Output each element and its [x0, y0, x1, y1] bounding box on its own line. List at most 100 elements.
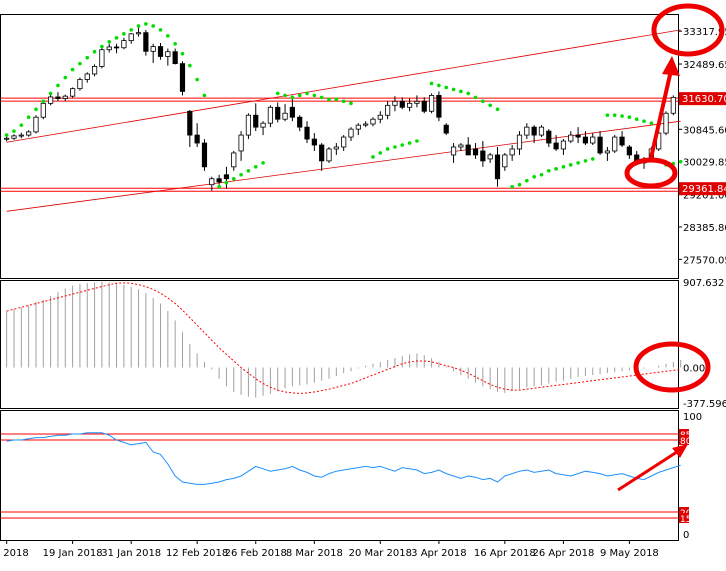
rsi-line: [6, 432, 681, 485]
psar-dot: [378, 151, 383, 155]
candle-body: [450, 146, 457, 156]
annotation-rsi-arrow-shaft: [617, 448, 681, 492]
rsi-level-box: [679, 435, 689, 445]
candle-body: [472, 148, 479, 156]
psar-dot: [649, 121, 654, 125]
macd-signal-line: [6, 282, 681, 394]
annotation-arrow-shaft: [649, 65, 674, 159]
psar-dot: [188, 63, 192, 68]
candle-body: [48, 96, 54, 104]
psar-dot: [576, 161, 580, 165]
psar-dot: [605, 113, 610, 118]
psar-dot: [444, 85, 449, 90]
candle-body: [575, 134, 581, 138]
level-label-box: [679, 92, 726, 106]
candle-body: [165, 51, 171, 57]
candle-body: [267, 106, 273, 124]
candle-body: [458, 144, 464, 148]
candle-body: [370, 118, 376, 125]
price-scale-label: 29201.00: [683, 191, 726, 202]
psar-dot: [488, 103, 492, 108]
macd-scale-label: 0.00: [683, 364, 705, 375]
psar-dot: [129, 28, 134, 32]
psar-dot: [151, 24, 155, 28]
psar-dot: [70, 67, 75, 72]
candle-body: [414, 100, 420, 104]
psar-dot: [312, 93, 317, 98]
x-axis-label: 8 Mar 2018: [286, 548, 343, 559]
candle-body: [106, 46, 112, 51]
psar-dot: [202, 93, 207, 98]
psar-dot: [180, 51, 185, 56]
psar-dot: [122, 32, 126, 36]
candle-body: [494, 154, 501, 180]
candle-body: [377, 114, 383, 120]
candle-body: [143, 32, 149, 52]
candle-body: [311, 138, 317, 146]
main-panel-frame: [0, 14, 679, 279]
candle-body: [77, 79, 83, 90]
candle-body: [392, 100, 398, 106]
psar-dot: [349, 101, 353, 106]
candle-body: [209, 178, 215, 186]
candle-body: [260, 122, 266, 128]
candle-body: [560, 140, 567, 150]
psar-dot: [26, 115, 31, 120]
psar-dot: [437, 83, 441, 88]
macd-scale-label: -377.596: [683, 399, 726, 410]
candle-body: [531, 126, 537, 136]
x-axis-label: 3 Apr 2018: [411, 548, 466, 559]
candle-body: [436, 94, 442, 118]
candle-body: [128, 33, 134, 41]
candle-body: [385, 104, 391, 116]
psar-dot: [400, 143, 405, 147]
annotation-ellipse-macd: [633, 341, 711, 393]
candle-body: [363, 123, 369, 126]
candle-body: [341, 136, 347, 148]
candle-body: [201, 142, 208, 168]
psar-dot: [525, 178, 529, 183]
candle-body: [590, 136, 596, 144]
psar-dot: [642, 119, 646, 123]
candle-body: [238, 134, 244, 152]
psar-dot: [63, 75, 68, 80]
psar-dot: [590, 157, 595, 161]
candle-body: [333, 146, 339, 150]
annotation-arrow-head: [662, 56, 680, 76]
psar-dot: [583, 159, 588, 163]
candle-body: [663, 112, 669, 134]
candle-body: [113, 46, 120, 49]
psar-dot: [561, 165, 566, 169]
psar-dot: [510, 184, 514, 189]
psar-dot: [12, 129, 16, 133]
candle-body: [121, 40, 127, 49]
rsi-level-box: [679, 429, 689, 439]
candle-body: [582, 136, 589, 144]
psar-dot: [466, 91, 471, 96]
candle-body: [33, 116, 39, 133]
psar-dot: [327, 97, 331, 102]
psar-dot: [612, 113, 617, 118]
psar-dot: [481, 99, 485, 104]
psar-dot: [56, 83, 60, 88]
annotation-ellipse-psar: [624, 157, 678, 189]
psar-dot: [4, 133, 9, 137]
psar-dot: [539, 172, 544, 177]
psar-dot: [290, 95, 295, 100]
candle-body: [135, 32, 142, 35]
x-axis-label: Jan 2018: [0, 548, 29, 559]
psar-dot: [429, 81, 434, 86]
price-scale-label: 30029.85: [683, 158, 726, 169]
psar-dot: [451, 87, 456, 92]
psar-dot: [678, 159, 683, 164]
candle-body: [275, 106, 281, 120]
rsi-level-label: 80: [680, 437, 692, 447]
psar-dot: [48, 91, 53, 96]
psar-dot: [407, 141, 412, 145]
candle-body: [304, 126, 310, 140]
macd-scale-label: 907.632: [683, 278, 724, 289]
annotation-ellipse-top: [651, 3, 725, 57]
psar-dot: [195, 77, 199, 82]
candle-body: [626, 146, 632, 156]
